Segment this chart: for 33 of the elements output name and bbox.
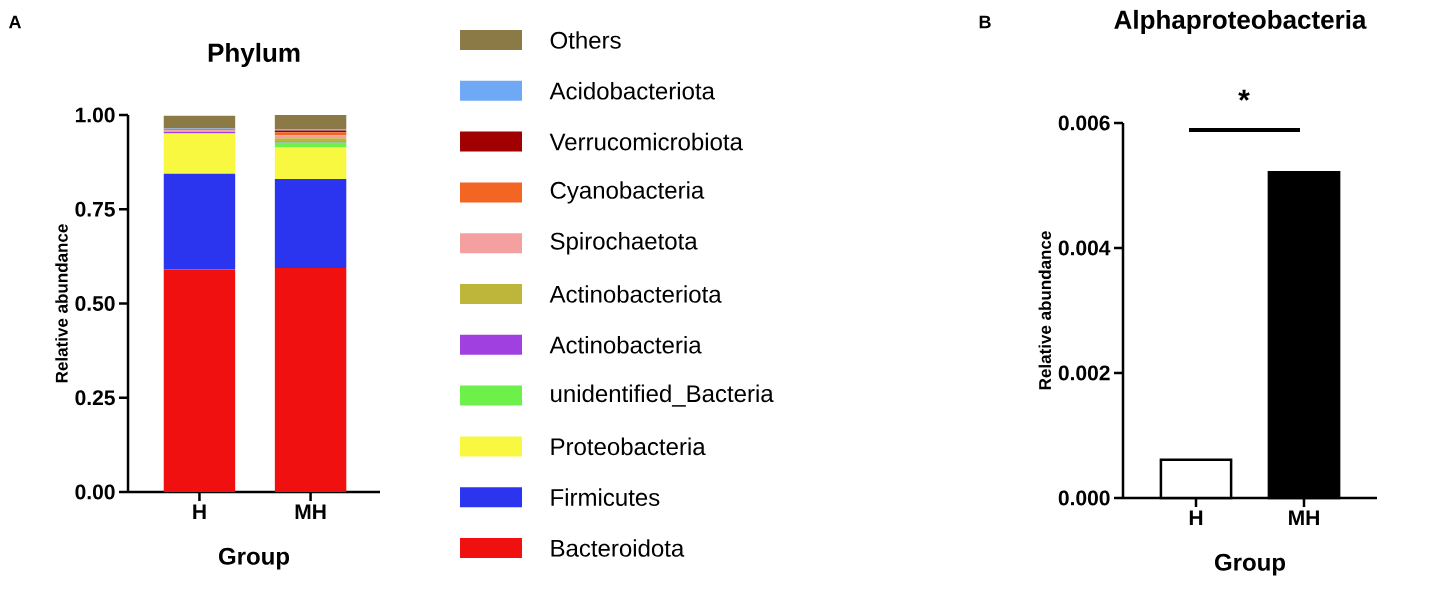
y-tick-label: 0.000 <box>1058 490 1110 506</box>
x-tick-label: H <box>1189 510 1203 525</box>
x-tick-label: MH <box>295 504 326 519</box>
legend-label: Spirochaetota <box>550 232 698 255</box>
x-tick-label: H <box>193 504 206 519</box>
legend-label: unidentified_Bacteria <box>551 384 774 407</box>
y-tick-label: 0.00 <box>75 484 115 500</box>
legend-label: Cyanobacteria <box>550 181 705 204</box>
x-tick-label: MH <box>1289 510 1319 525</box>
legend-label: Others <box>550 31 621 49</box>
y-tick-label: 0.006 <box>1058 115 1110 131</box>
chart-title: Alphaproteobacteria <box>1114 9 1367 35</box>
y-tick-label: 0.25 <box>75 390 115 406</box>
y-tick-label: 0.004 <box>1058 240 1111 256</box>
legend-label: Verrucomicrobiota <box>549 132 743 151</box>
y-tick-label: 0.50 <box>75 296 115 311</box>
x-axis-title: Group <box>219 547 290 570</box>
y-axis-title: Relative abundance <box>1038 231 1052 390</box>
x-axis-title: Group <box>1215 553 1286 576</box>
text: A <box>8 15 22 29</box>
chart-title: Phylum <box>208 42 300 68</box>
text: B <box>979 15 991 29</box>
legend-label: Acidobacteriota <box>549 81 715 100</box>
text: * <box>1238 89 1250 101</box>
legend-label: Actinobacteria <box>549 335 702 354</box>
y-tick-label: 1.00 <box>75 107 115 123</box>
legend-label: Firmicutes <box>551 488 660 506</box>
legend-label: Bacteroidota <box>551 539 685 557</box>
y-tick-label: 0.75 <box>75 201 115 217</box>
legend-label: Actinobacteriota <box>549 285 722 303</box>
y-tick-label: 0.002 <box>1058 365 1110 381</box>
legend-label: Proteobacteria <box>551 437 706 456</box>
y-axis-title: Relative abundance <box>55 224 68 383</box>
